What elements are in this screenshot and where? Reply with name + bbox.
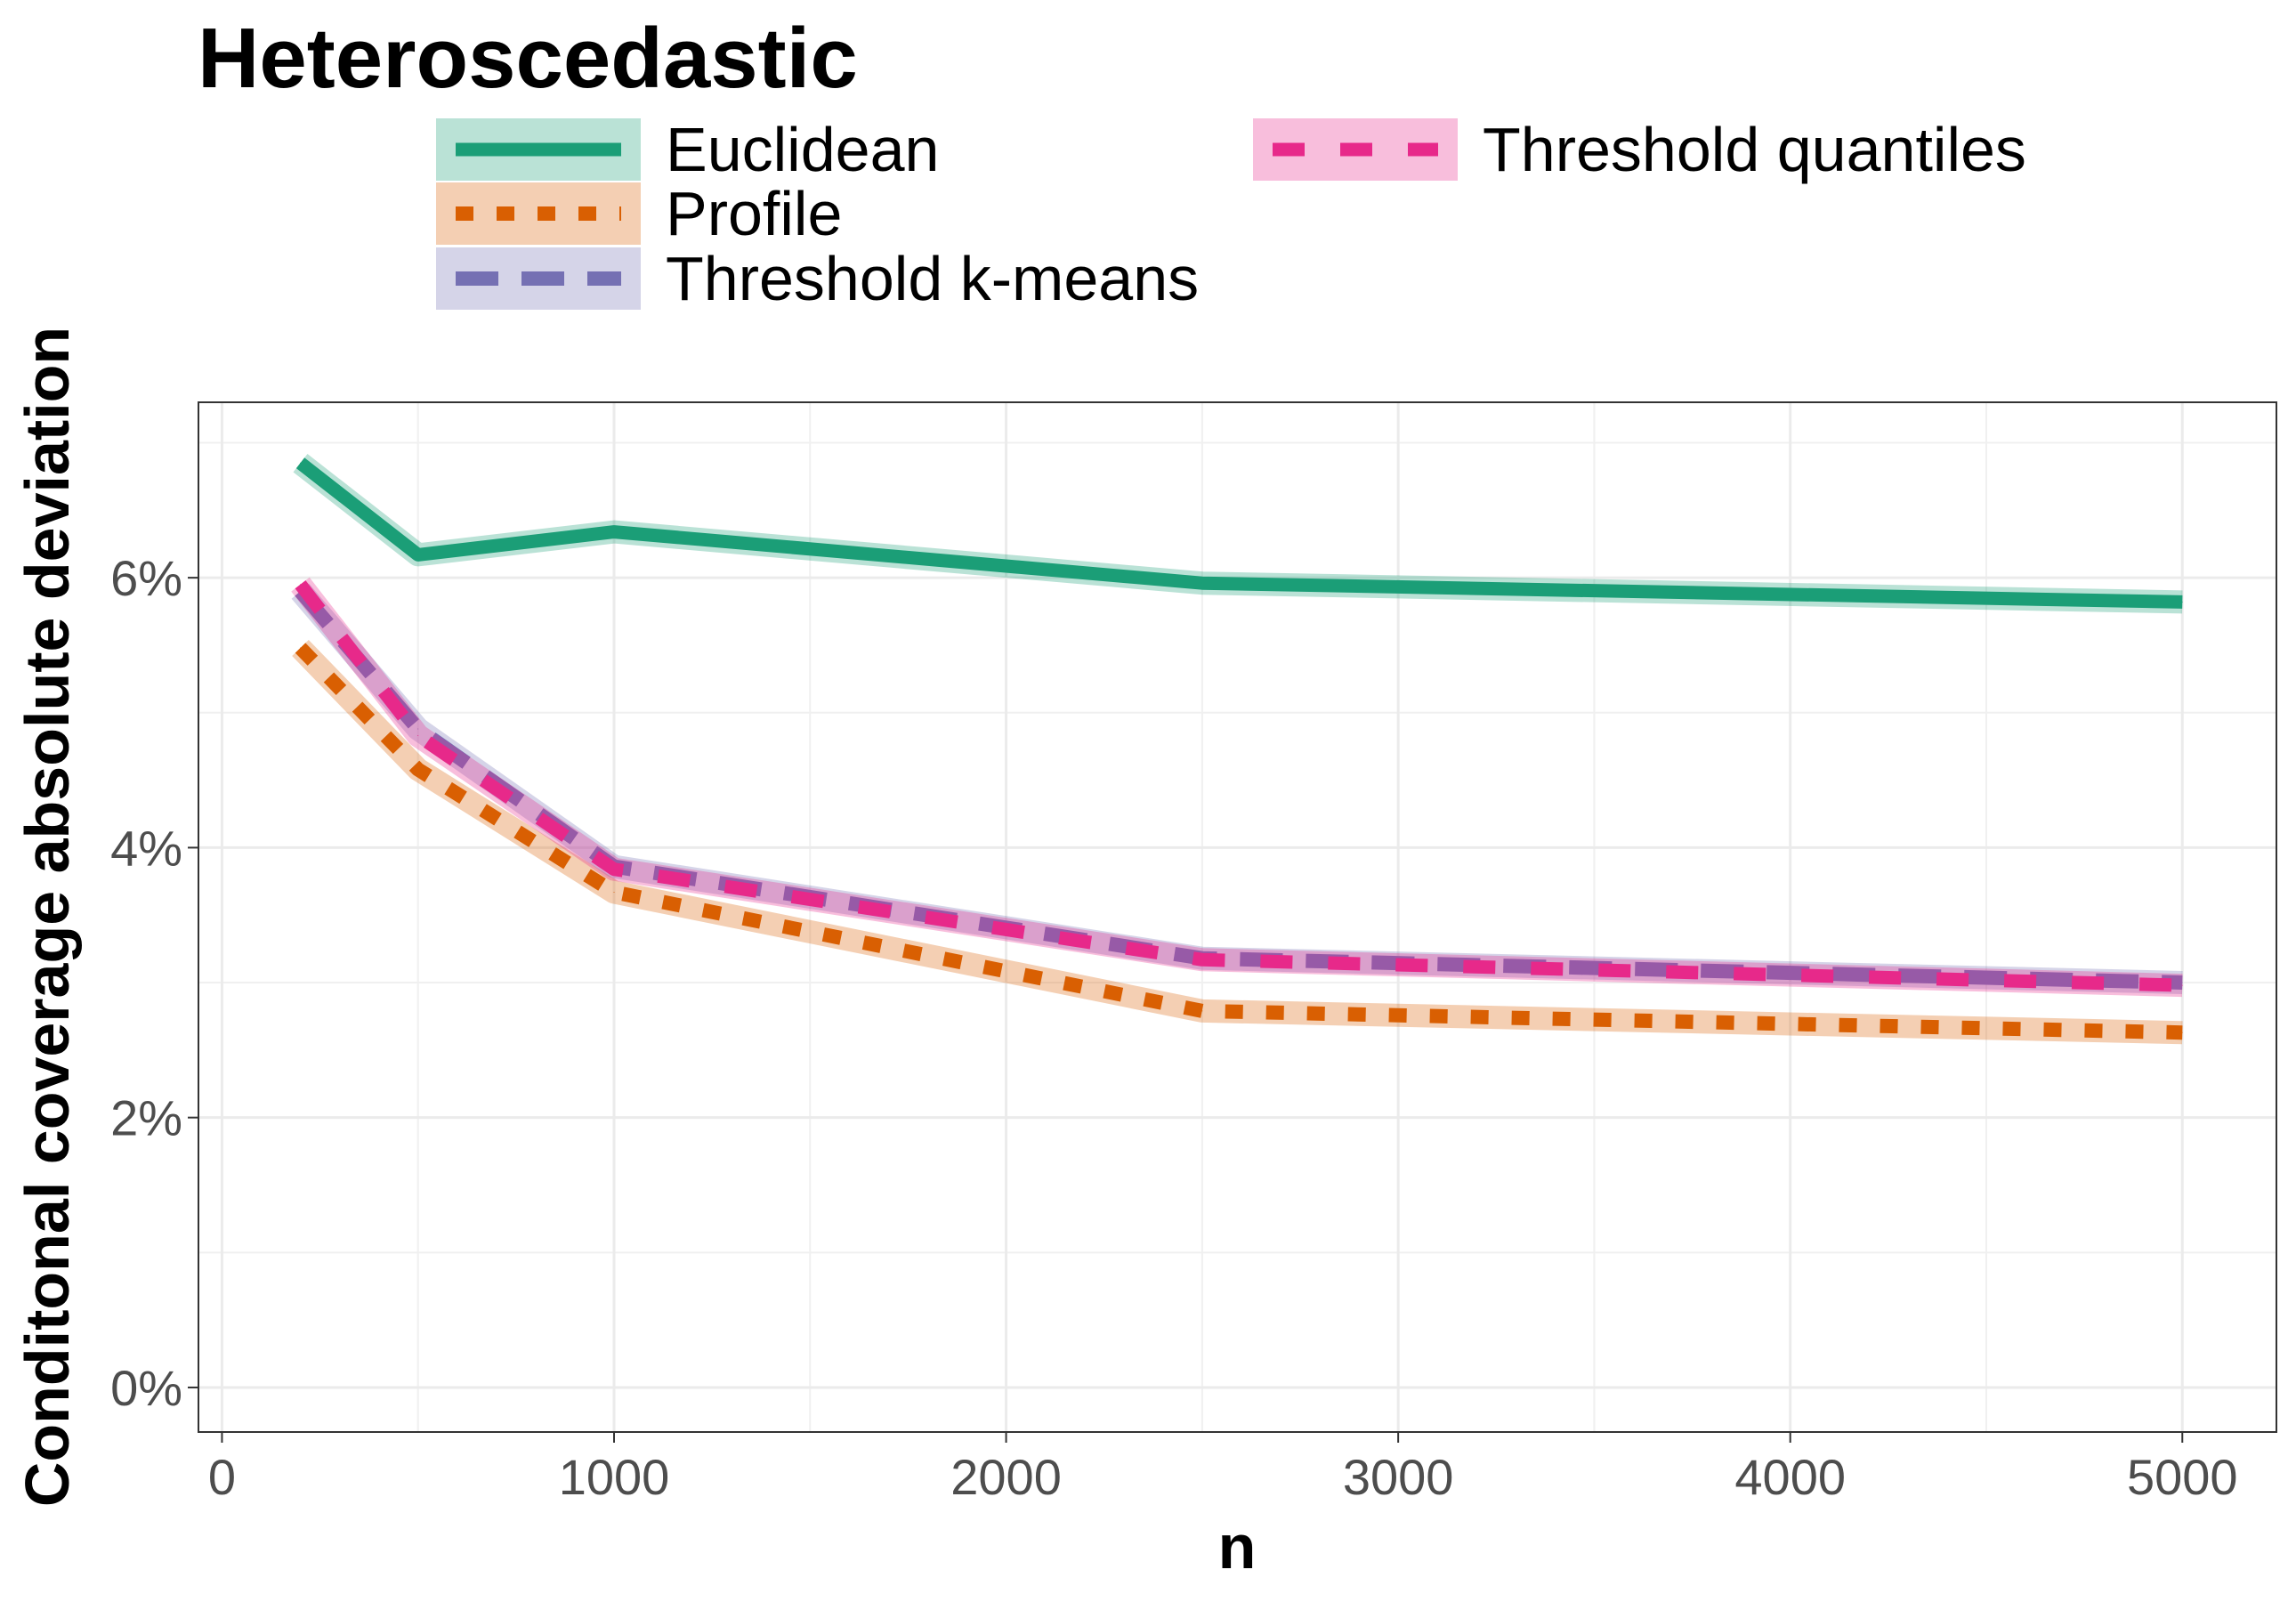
legend-label: Threshold quantiles <box>1483 115 2026 184</box>
data-point <box>1201 959 1202 960</box>
legend-item: Euclidean <box>436 115 939 184</box>
chart: Heteroscedastic EuclideanProfileThreshol… <box>0 0 2296 1602</box>
x-tick-label: 1000 <box>559 1449 670 1505</box>
data-point <box>2182 602 2183 603</box>
legend-label: Threshold k-means <box>666 244 1199 313</box>
x-tick-label: 2000 <box>950 1449 1062 1505</box>
legend-label: Profile <box>666 179 842 248</box>
data-point <box>614 531 615 532</box>
chart-title: Heteroscedastic <box>198 11 858 106</box>
legend-item: Threshold k-means <box>436 244 1199 313</box>
x-tick-label: 0 <box>208 1449 236 1505</box>
plot-panel <box>198 402 2276 1432</box>
data-point <box>2182 1032 2183 1033</box>
y-tick-label: 2% <box>110 1090 182 1146</box>
y-axis-title: Conditonal coverage absolute deviation <box>12 327 82 1507</box>
y-tick-label: 4% <box>110 820 182 876</box>
data-point <box>417 554 418 555</box>
data-point <box>300 584 301 585</box>
data-point <box>300 463 301 464</box>
data-point <box>1201 583 1202 584</box>
legend-label: Euclidean <box>666 115 939 184</box>
x-tick-label: 5000 <box>2127 1449 2238 1505</box>
data-point <box>417 735 418 736</box>
legend-item: Profile <box>436 179 842 248</box>
data-point <box>1201 1010 1202 1011</box>
legend-item: Threshold quantiles <box>1253 115 2026 184</box>
y-tick-label: 6% <box>110 550 182 606</box>
x-axis-title: n <box>1218 1512 1257 1582</box>
data-point <box>614 869 615 870</box>
data-point <box>2182 985 2183 986</box>
data-point <box>614 892 615 893</box>
data-point <box>417 769 418 770</box>
x-tick-label: 3000 <box>1343 1449 1454 1505</box>
y-tick-label: 0% <box>110 1360 182 1416</box>
data-point <box>300 647 301 648</box>
x-tick-label: 4000 <box>1734 1449 1846 1505</box>
